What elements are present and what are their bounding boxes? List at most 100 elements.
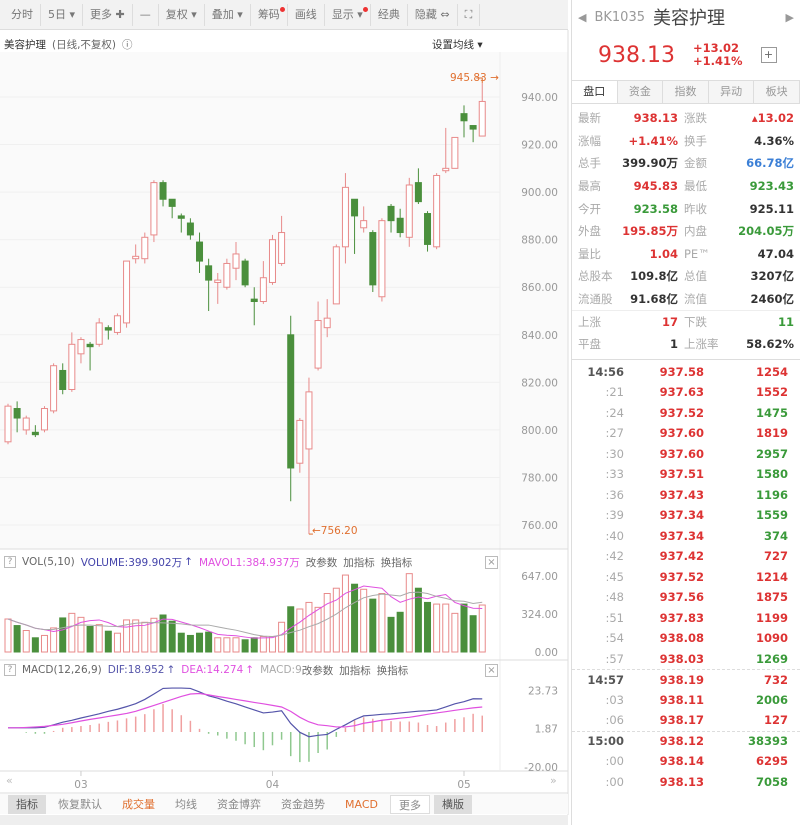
quote-tab[interactable]: 指数	[663, 81, 709, 103]
toolbar-button[interactable]: 隐藏 ⇔	[408, 3, 458, 26]
price-change: +13.02	[692, 41, 739, 55]
toolbar-button[interactable]: 更多 ✚	[83, 3, 133, 26]
toolbar-button[interactable]: 5日 ▾	[41, 3, 84, 26]
info-icon[interactable]: ⓘ	[122, 38, 133, 51]
tick-price: 938.12	[659, 734, 704, 749]
candle-down	[168, 198, 176, 207]
tick-price: 938.19	[659, 672, 704, 687]
quote-tab[interactable]: 异动	[709, 81, 755, 103]
indicator-tab[interactable]: 资金趋势	[281, 797, 325, 811]
add-indicator-button[interactable]: 加指标	[343, 556, 375, 569]
toolbar-button[interactable]: 复权 ▾	[159, 3, 205, 26]
prev-stock-button[interactable]: ◀	[578, 10, 587, 24]
tick-row: 14:57 938.19 732	[572, 669, 800, 690]
stats-row: 总股本 109.8亿 总值 3207亿	[572, 265, 800, 288]
candle-down	[196, 241, 204, 262]
indicator-tab[interactable]: MACD	[345, 797, 378, 811]
tick-price: 938.08	[659, 631, 704, 646]
indicator-tab[interactable]: 横版	[433, 794, 472, 814]
volume-bar	[159, 614, 167, 653]
toolbar-button[interactable]: ⛶	[458, 3, 481, 26]
volume-bar	[250, 637, 258, 653]
toolbar-button[interactable]: 显示 ▾	[325, 3, 371, 26]
toolbar: 分时 5日 ▾ 更多 ✚ — 复权 ▾ 叠加 ▾ 筹码 画线 显示 ▾ 经典 隐藏 ⇔ ⛶	[0, 0, 568, 30]
toolbar-button[interactable]: 分时	[4, 3, 41, 26]
y-tick-label: 840.00	[521, 330, 558, 342]
bottom-scrollbar[interactable]	[0, 815, 568, 825]
volume-bar	[287, 606, 295, 653]
stat-label: 下跌	[684, 315, 707, 330]
candle-up	[433, 174, 441, 248]
tick-row: :27 937.60 1819	[572, 423, 800, 444]
scroll-left-icon[interactable]: «	[6, 774, 13, 787]
volume-bar	[442, 603, 450, 653]
stat-value: 1.04	[649, 246, 678, 261]
candle-up	[405, 184, 413, 238]
tick-price: 937.60	[659, 446, 704, 461]
candle-down	[414, 182, 422, 203]
scroll-right-icon[interactable]: »	[550, 774, 557, 787]
indicator-tab[interactable]: 指标	[8, 794, 46, 814]
tick-time: :51	[605, 610, 624, 625]
macd-value: MACD:9	[260, 664, 302, 676]
volume-bar	[40, 634, 48, 653]
tick-time: :40	[605, 528, 624, 543]
edit-params-button[interactable]: 改参数	[305, 556, 338, 569]
tick-price: 937.52	[659, 569, 704, 584]
close-icon[interactable]: ×	[485, 556, 498, 569]
change-indicator-button[interactable]: 换指标	[376, 664, 409, 677]
volume-bar	[414, 587, 422, 653]
stat-label: 换手	[684, 133, 707, 148]
toolbar-button[interactable]: 叠加 ▾	[205, 3, 251, 26]
tick-price: 937.34	[659, 508, 704, 523]
indicator-tab[interactable]: 恢复默认	[58, 797, 102, 811]
stat-value: 17	[661, 315, 678, 330]
tick-volume: 1475	[755, 405, 788, 420]
indicator-tab[interactable]: 成交量	[122, 797, 155, 811]
toolbar-button[interactable]: 经典	[371, 3, 408, 26]
indicator-tab[interactable]: 更多	[389, 794, 430, 814]
tick-volume: 1269	[755, 651, 788, 666]
ma-setting-button[interactable]: 设置均线 ▾	[432, 36, 483, 52]
y-tick-label: 1.87	[535, 724, 558, 736]
volume-bar	[59, 617, 67, 653]
stat-value: 923.43	[749, 179, 794, 194]
indicator-tab[interactable]: 资金博弈	[217, 797, 261, 811]
change-indicator-button[interactable]: 换指标	[380, 556, 413, 569]
volume-bar	[22, 630, 30, 653]
stat-value: ▴13.02	[751, 111, 794, 126]
candle-up	[95, 322, 103, 345]
quote-tab[interactable]: 盘口	[572, 81, 618, 103]
indicator-tab[interactable]: 均线	[175, 797, 197, 811]
tick-time: :54	[605, 631, 624, 646]
help-icon[interactable]: ?	[4, 556, 16, 568]
volume-bar	[378, 593, 386, 653]
close-icon[interactable]: ×	[485, 664, 498, 677]
toolbar-button[interactable]: 画线	[288, 3, 325, 26]
tick-volume: 2006	[755, 692, 788, 707]
tick-volume: 374	[763, 528, 788, 543]
tick-time: :48	[605, 590, 624, 605]
volume-bar	[451, 612, 459, 653]
add-watchlist-button[interactable]: +	[760, 47, 777, 63]
toolbar-button[interactable]: 筹码	[251, 3, 288, 26]
quote-tab[interactable]: 板块	[754, 81, 800, 103]
add-indicator-button[interactable]: 加指标	[339, 664, 371, 677]
tick-volume: 1214	[755, 569, 788, 584]
tick-row: :33 937.51 1580	[572, 464, 800, 485]
toolbar-button[interactable]: —	[133, 3, 159, 26]
next-stock-button[interactable]: ▶	[785, 10, 794, 24]
tick-volume: 6295	[755, 754, 788, 769]
tick-time: :30	[605, 446, 624, 461]
tick-volume: 1552	[755, 385, 788, 400]
volume-bar	[223, 637, 231, 653]
quote-tab[interactable]: 资金	[618, 81, 664, 103]
volume-bar	[13, 625, 21, 653]
volume-bar	[177, 632, 185, 653]
candle-up	[77, 339, 85, 355]
high-annotation: 945.83 →	[450, 72, 499, 84]
tick-time: 15:00	[587, 734, 624, 749]
edit-params-button[interactable]: 改参数	[301, 664, 334, 677]
kline-chart[interactable]: 940.00 920.00 900.00 880.00 860.00 840.00 820.…	[0, 0, 570, 825]
help-icon[interactable]: ?	[4, 664, 16, 676]
